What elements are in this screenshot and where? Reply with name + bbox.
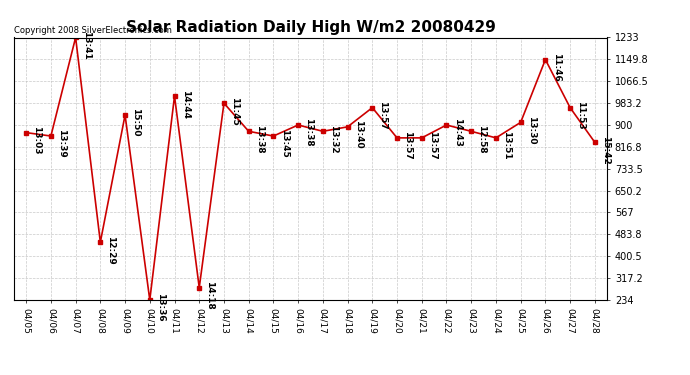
Text: 13:41: 13:41	[82, 31, 91, 60]
Text: 13:36: 13:36	[156, 293, 165, 322]
Text: 15:42: 15:42	[601, 136, 610, 165]
Text: 13:32: 13:32	[329, 125, 338, 153]
Text: Copyright 2008 SilverElectronics.com: Copyright 2008 SilverElectronics.com	[14, 26, 172, 35]
Text: 11:46: 11:46	[551, 53, 560, 82]
Text: 13:45: 13:45	[279, 129, 288, 158]
Text: 13:38: 13:38	[255, 125, 264, 153]
Text: 11:45: 11:45	[230, 97, 239, 125]
Text: 13:57: 13:57	[379, 101, 388, 130]
Text: 13:57: 13:57	[403, 131, 412, 160]
Text: 13:03: 13:03	[32, 126, 41, 154]
Text: 14:43: 14:43	[453, 118, 462, 147]
Text: 11:53: 11:53	[576, 101, 585, 130]
Text: 13:51: 13:51	[502, 131, 511, 160]
Text: 13:40: 13:40	[354, 120, 363, 149]
Text: 13:38: 13:38	[304, 118, 313, 147]
Text: 14:44: 14:44	[181, 90, 190, 118]
Title: Solar Radiation Daily High W/m2 20080429: Solar Radiation Daily High W/m2 20080429	[126, 20, 495, 35]
Text: 13:30: 13:30	[527, 116, 536, 144]
Text: 15:50: 15:50	[131, 108, 140, 137]
Text: 12:29: 12:29	[106, 236, 115, 264]
Text: 12:58: 12:58	[477, 125, 486, 153]
Text: 13:57: 13:57	[428, 131, 437, 160]
Text: 13:39: 13:39	[57, 129, 66, 158]
Text: 14:18: 14:18	[206, 281, 215, 310]
